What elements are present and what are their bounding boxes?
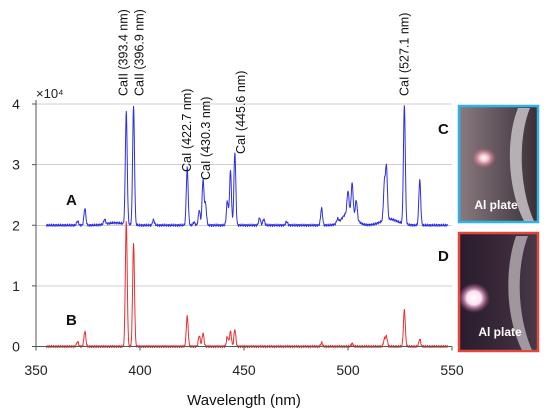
x-tick-label-1: 400 xyxy=(128,362,152,378)
x-tick-label-4: 550 xyxy=(440,362,464,378)
photo-label-d: D xyxy=(438,248,449,265)
photo-d-plasma-glow xyxy=(458,283,490,313)
y-tick-label-1: 1 xyxy=(12,278,20,294)
grid-lines xyxy=(36,103,452,287)
x-tick-label-3: 500 xyxy=(336,362,360,378)
spectrum-line-b xyxy=(45,220,449,349)
y-tick-label-0: 0 xyxy=(12,339,20,355)
photo-c: Al plate xyxy=(457,104,540,224)
spectrum-line-a xyxy=(45,105,449,228)
y-ticks: 0 1 2 3 4 xyxy=(12,96,36,355)
panel-label-a: A xyxy=(66,192,77,209)
photo-d-caption: Al plate xyxy=(478,325,522,339)
photo-c-plasma-glow xyxy=(472,148,496,168)
y-tick-label-3: 3 xyxy=(12,157,20,173)
peak-annotation-2: CaI (422.7 nm) xyxy=(180,89,194,172)
peak-annotation-3: CaI (430.3 nm) xyxy=(199,97,213,180)
peak-annotation-0: CaII (393.4 nm) xyxy=(116,9,130,96)
x-ticks: 350 400 450 500 550 xyxy=(24,346,464,378)
panel-label-b: B xyxy=(66,312,77,329)
y-multiplier: ×10⁴ xyxy=(36,86,64,101)
y-tick-label-2: 2 xyxy=(12,217,20,233)
x-tick-label-0: 350 xyxy=(24,362,48,378)
photo-d-plate-edge xyxy=(508,236,532,350)
photo-c-caption: Al plate xyxy=(474,198,518,212)
x-axis-label: Wavelength (nm) xyxy=(187,392,301,409)
photo-label-c: C xyxy=(438,121,449,138)
peak-annotations: CaII (393.4 nm) CaII (396.9 nm) CaI (422.7… xyxy=(116,9,411,180)
peak-annotation-4: CaI (445.6 nm) xyxy=(234,71,248,154)
peak-annotation-5: CaI (527.1 nm) xyxy=(397,13,411,96)
y-tick-label-4: 4 xyxy=(12,96,20,112)
x-tick-label-2: 450 xyxy=(232,362,256,378)
photo-c-plate-edge xyxy=(509,108,534,221)
peak-annotation-1: CaII (396.9 nm) xyxy=(133,9,147,96)
photo-d: Al plate xyxy=(457,231,540,353)
